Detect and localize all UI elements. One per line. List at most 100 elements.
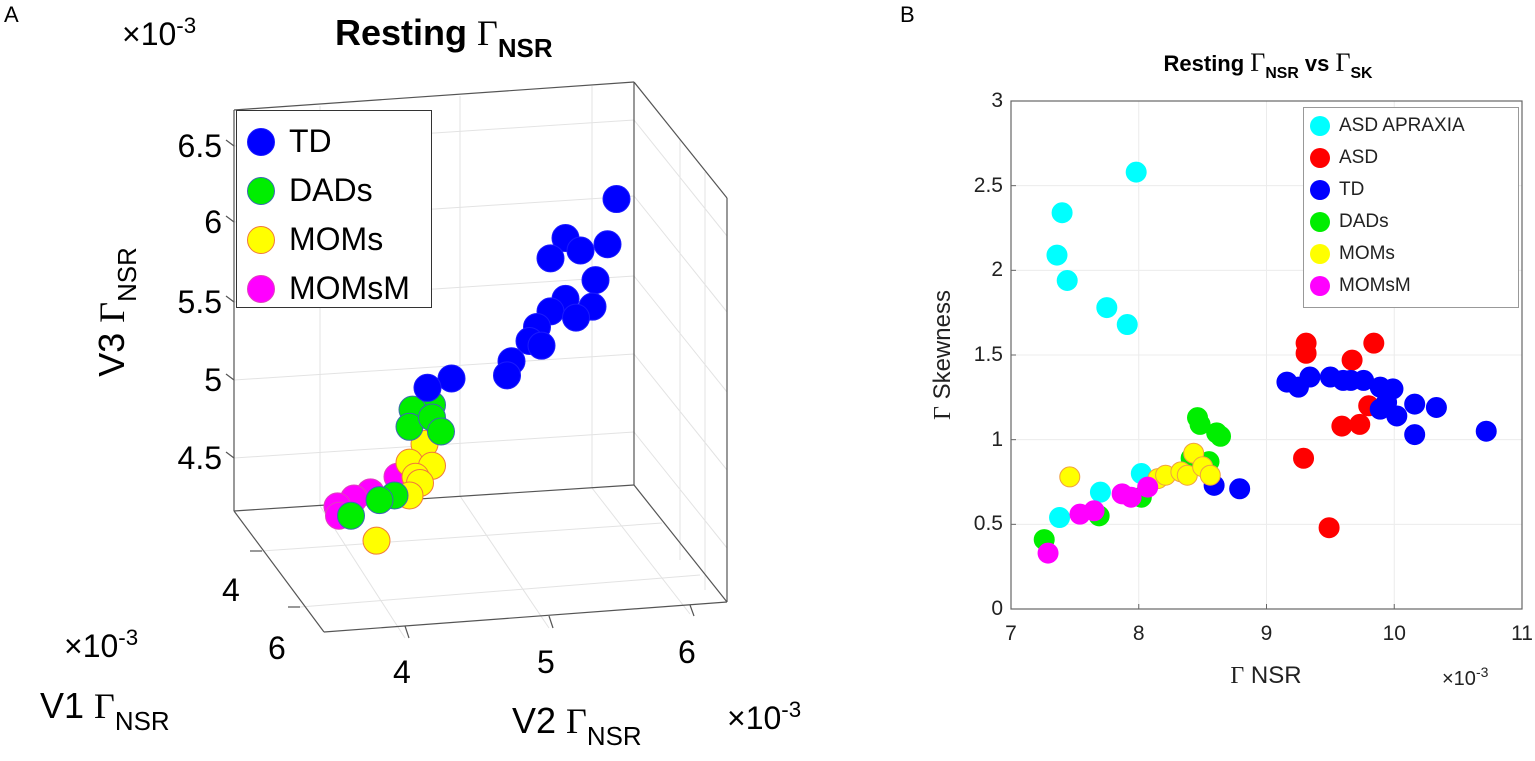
- label-subscript: NSR: [586, 722, 642, 751]
- panel-a-point-td: [562, 303, 590, 332]
- panel-a-point-td: [593, 230, 622, 259]
- legend-item-momsm: MOMsM: [1310, 275, 1411, 297]
- legend-marker-icon: [247, 176, 275, 205]
- panel-a-y-label: V2 ΓNSR: [512, 700, 642, 751]
- title-subscript: SK: [1350, 65, 1373, 83]
- panel-b-point-asd: [1341, 349, 1363, 371]
- panel-b-y-tick: 0: [991, 597, 1003, 620]
- gamma-symbol: Γ: [1230, 663, 1245, 689]
- panel-b-point-asd-apraxia: [1046, 244, 1068, 266]
- title-subscript: NSR: [497, 34, 553, 63]
- panel-b-y-tick: 2: [991, 258, 1003, 282]
- label-text: V1: [40, 685, 95, 726]
- panel-b-point-td: [1404, 393, 1426, 415]
- label-text: Skewness: [929, 290, 956, 407]
- legend-marker-icon: [247, 225, 275, 254]
- gamma-symbol: Γ: [92, 301, 132, 323]
- legend-item-moms: MOMs: [1310, 243, 1395, 265]
- title-text: Resting: [1163, 51, 1251, 76]
- legend-marker-icon: [1310, 180, 1330, 200]
- panel-b-point-momsm: [1083, 500, 1105, 522]
- panel-a-point-moms: [362, 526, 391, 555]
- panel-b-point-asd: [1318, 517, 1340, 539]
- panel-b-point-asd-apraxia: [1049, 507, 1071, 529]
- legend-item-asd: ASD: [1310, 147, 1378, 169]
- panel-a-legend: TD DADs MOMs MOMsM: [236, 110, 432, 308]
- panel-b-point-asd-apraxia: [1116, 314, 1138, 336]
- panel-b-x-tick: 11: [1511, 622, 1533, 645]
- panel-a-point-td: [536, 244, 565, 273]
- panel-b-y-tick: 1: [991, 427, 1003, 451]
- legend-label: MOMsM: [289, 270, 410, 306]
- panel-b-y-tick: 2.5: [973, 173, 1003, 197]
- panel-b-title: Resting ΓNSR vs ΓSK: [1163, 48, 1373, 82]
- panel-a-point-td: [602, 185, 631, 214]
- panel-b-x-tick: 7: [1005, 622, 1017, 645]
- panel-b-point-asd-apraxia: [1051, 202, 1073, 224]
- panel-a-y-exponent: ×10-3: [727, 697, 801, 737]
- panel-b-point-td: [1425, 396, 1447, 418]
- gamma-symbol: Γ: [1250, 48, 1266, 77]
- exponent-base: ×10: [1442, 668, 1476, 690]
- panel-b-point-dads: [1189, 413, 1211, 435]
- legend-label: DADs: [1339, 211, 1389, 232]
- panel-a-x-label: V1 ΓNSR: [40, 685, 170, 736]
- legend-item-asd-apraxia: ASD APRAXIA: [1310, 115, 1465, 137]
- legend-item-moms: MOMs: [247, 221, 383, 258]
- panel-b-point-momsm: [1137, 476, 1159, 498]
- panel-b-letter: B: [900, 2, 915, 27]
- legend-item-td: TD: [247, 123, 332, 160]
- legend-label: DADs: [289, 172, 373, 208]
- panel-a-letter: A: [4, 2, 19, 27]
- panel-b-point-asd: [1363, 332, 1385, 354]
- panel-b-point-asd-apraxia: [1096, 297, 1118, 319]
- legend-item-momsm: MOMsM: [247, 270, 410, 307]
- panel-a-point-td: [413, 373, 442, 402]
- panel-a-points: [323, 185, 631, 555]
- legend-marker-icon: [1310, 212, 1330, 232]
- panel-b-point-moms: [1199, 464, 1221, 486]
- legend-item-dads: DADs: [1310, 211, 1389, 233]
- label-subscript: NSR: [114, 707, 170, 736]
- panel-b-y-tick: 0.5: [973, 512, 1003, 536]
- label-subscript: NSR: [113, 247, 142, 302]
- panel-b-point-td: [1229, 478, 1251, 500]
- panel-a-point-td: [527, 331, 556, 360]
- gamma-symbol: Γ: [1335, 48, 1351, 77]
- gamma-symbol: Γ: [94, 686, 115, 726]
- gamma-symbol: Γ: [930, 406, 956, 420]
- panel-b-y-tick: 3: [991, 89, 1003, 112]
- panel-b-x-tick: 9: [1260, 622, 1273, 645]
- panel-a-point-td: [581, 266, 610, 295]
- panel-a-x-exponent: ×10-3: [64, 625, 138, 665]
- label-text: V2: [512, 700, 567, 741]
- panel-b-point-momsm: [1037, 542, 1059, 564]
- panel-b-point-td: [1475, 420, 1497, 442]
- panel-a-point-td: [493, 361, 521, 390]
- legend-label: MOMs: [1339, 243, 1395, 264]
- panel-b-x-tick: 8: [1132, 622, 1145, 645]
- panel-b-point-asd-apraxia: [1089, 481, 1111, 503]
- legend-label: TD: [1339, 179, 1365, 200]
- legend-marker-icon: [1310, 244, 1330, 264]
- legend-marker-icon: [247, 127, 275, 156]
- label-text: NSR: [1244, 662, 1302, 689]
- panel-b-point-dads: [1210, 425, 1232, 447]
- panel-a-z-label: V3 ΓNSR: [91, 247, 142, 377]
- panel-b-point-asd: [1349, 413, 1371, 435]
- panel-a-z-exponent: ×10-3: [122, 12, 197, 53]
- title-text: vs: [1298, 51, 1336, 76]
- panel-a-x-tick: 6: [268, 630, 286, 666]
- gamma-symbol: Γ: [566, 701, 587, 741]
- panel-b-point-asd-apraxia: [1056, 269, 1078, 291]
- panel-b-point-asd: [1331, 415, 1353, 437]
- panel-b-x-label: Γ NSR: [1230, 662, 1301, 690]
- panel-b-y-tick: 1.5: [973, 343, 1003, 366]
- panel-b-point-td: [1404, 424, 1426, 446]
- gamma-symbol: Γ: [477, 13, 498, 53]
- legend-marker-icon: [1310, 148, 1330, 168]
- legend-item-dads: DADs: [247, 172, 373, 209]
- exponent-power: -3: [176, 12, 197, 38]
